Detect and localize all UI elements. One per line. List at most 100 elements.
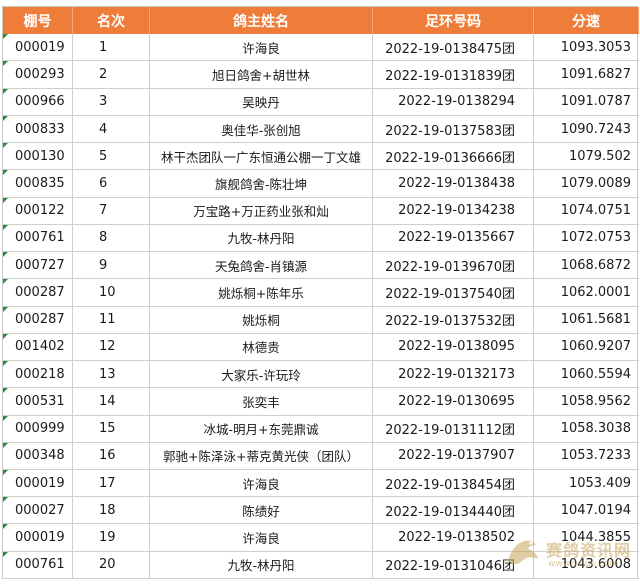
rank-cell: 13 (73, 361, 150, 389)
row-marker-icon (3, 34, 8, 40)
ring-number-cell: 2022-19-0137907 (373, 442, 534, 470)
owner-name-cell: 陈绩好 (150, 497, 373, 525)
speed-cell: 1058.9562 (534, 388, 639, 416)
owner-name-cell: 姚烁桐+陈年乐 (150, 279, 373, 307)
row-marker-icon (3, 469, 8, 475)
rank-cell: 17 (73, 469, 150, 498)
rank-cell: 15 (73, 415, 150, 443)
loft-number-cell: 000727 (3, 252, 73, 280)
row-marker-icon (3, 252, 8, 258)
row-marker-icon (3, 88, 8, 94)
loft-number-text: 000287 (15, 284, 65, 300)
owner-name-cell: 旗舰鸽舍-陈壮坤 (150, 170, 373, 198)
owner-name-cell: 万宝路+万正药业张和灿 (150, 197, 373, 225)
speed-cell: 1060.5594 (534, 361, 639, 389)
ring-number-cell: 2022-19-0134440团 (373, 497, 534, 525)
ring-number-cell: 2022-19-0131112团 (373, 415, 534, 443)
header-speed: 分速 (534, 7, 639, 35)
loft-number-text: 000761 (15, 557, 65, 573)
ring-number-cell: 2022-19-0138475团 (373, 34, 534, 62)
owner-name-cell: 郭驰+陈泽泳+蒂克黄光侠（团队） (150, 442, 373, 470)
loft-number-text: 000966 (15, 94, 65, 110)
rank-cell: 1 (73, 34, 150, 62)
owner-name-cell: 林干杰团队一广东恒通公棚一丁文雄 (150, 143, 373, 171)
row-marker-icon (3, 415, 8, 421)
owner-name-cell: 旭日鸽舍+胡世林 (150, 61, 373, 89)
loft-number-text: 000761 (15, 230, 65, 246)
speed-cell: 1062.0001 (534, 279, 639, 307)
loft-number-text: 000130 (15, 148, 65, 164)
rank-cell: 4 (73, 115, 150, 144)
owner-name-cell: 许海良 (150, 469, 373, 498)
speed-cell: 1053.409 (534, 470, 639, 498)
loft-number-cell: 000966 (3, 88, 73, 116)
rank-cell: 10 (73, 279, 150, 307)
ring-number-cell: 2022-19-0137583团 (373, 115, 534, 144)
owner-name-cell: 奥佳华-张创旭 (150, 115, 373, 144)
owner-name-cell: 林德贵 (150, 333, 373, 362)
loft-number-cell: 000348 (3, 442, 73, 470)
loft-number-text: 000835 (15, 176, 65, 192)
row-marker-icon (3, 442, 8, 448)
row-marker-icon (3, 388, 8, 394)
loft-number-cell: 000287 (3, 279, 73, 307)
loft-number-text: 000348 (15, 448, 65, 464)
rank-cell: 11 (73, 306, 150, 334)
owner-name-cell: 九牧-林丹阳 (150, 551, 373, 579)
owner-name-cell: 许海良 (150, 524, 373, 552)
row-marker-icon (3, 224, 8, 230)
ring-number-cell: 2022-19-0137540团 (373, 279, 534, 307)
owner-name-cell: 姚烁桐 (150, 306, 373, 334)
loft-number-cell: 000833 (3, 115, 73, 144)
rank-cell: 19 (73, 524, 150, 552)
rank-cell: 6 (73, 170, 150, 198)
row-marker-icon (3, 551, 8, 557)
owner-name-cell: 张奕丰 (150, 388, 373, 416)
rank-cell: 8 (73, 224, 150, 253)
rank-cell: 2 (73, 61, 150, 89)
ring-number-cell: 2022-19-0138438 (373, 170, 534, 198)
row-marker-icon (3, 61, 8, 67)
loft-number-text: 000287 (15, 312, 65, 328)
speed-cell: 1091.0787 (534, 89, 639, 116)
owner-name-cell: 大家乐-许玩玲 (150, 361, 373, 389)
loft-number-cell: 000027 (3, 497, 73, 525)
ring-number-cell: 2022-19-0135667 (373, 224, 534, 253)
speed-cell: 1079.502 (534, 143, 639, 171)
rank-cell: 7 (73, 197, 150, 225)
ring-number-cell: 2022-19-0138454团 (373, 469, 534, 498)
ring-number-cell: 2022-19-0134238 (373, 197, 534, 225)
loft-number-text: 000999 (15, 421, 65, 437)
rank-cell: 20 (73, 551, 150, 579)
row-marker-icon (3, 115, 8, 121)
loft-number-text: 000727 (15, 257, 65, 273)
row-marker-icon (3, 524, 8, 530)
row-marker-icon (3, 279, 8, 285)
row-marker-icon (3, 170, 8, 176)
loft-number-text: 000019 (15, 475, 65, 491)
row-marker-icon (3, 333, 8, 339)
loft-number-cell: 000761 (3, 224, 73, 253)
loft-number-cell: 000218 (3, 361, 73, 389)
ring-number-cell: 2022-19-0138095 (373, 333, 534, 362)
ring-number-cell: 2022-19-0138502 (373, 524, 534, 552)
speed-cell: 1093.3053 (534, 34, 639, 62)
row-marker-icon (3, 361, 8, 367)
row-marker-icon (3, 497, 8, 503)
speed-cell: 1079.0089 (534, 170, 639, 198)
speed-cell: 1053.7233 (534, 443, 639, 470)
header-rank: 名次 (73, 7, 150, 35)
loft-number-cell: 000761 (3, 551, 73, 579)
row-marker-icon (3, 306, 8, 312)
rank-cell: 16 (73, 442, 150, 470)
rank-cell: 18 (73, 497, 150, 525)
speed-cell: 1060.9207 (534, 334, 639, 362)
speed-cell: 1061.5681 (534, 307, 639, 334)
speed-cell: 1091.6827 (534, 61, 639, 89)
owner-name-cell: 九牧-林丹阳 (150, 224, 373, 253)
speed-cell: 1072.0753 (534, 225, 639, 253)
loft-number-text: 000833 (15, 121, 65, 137)
loft-number-cell: 000835 (3, 170, 73, 198)
loft-number-cell: 000019 (3, 524, 73, 552)
loft-number-text: 000027 (15, 502, 65, 518)
